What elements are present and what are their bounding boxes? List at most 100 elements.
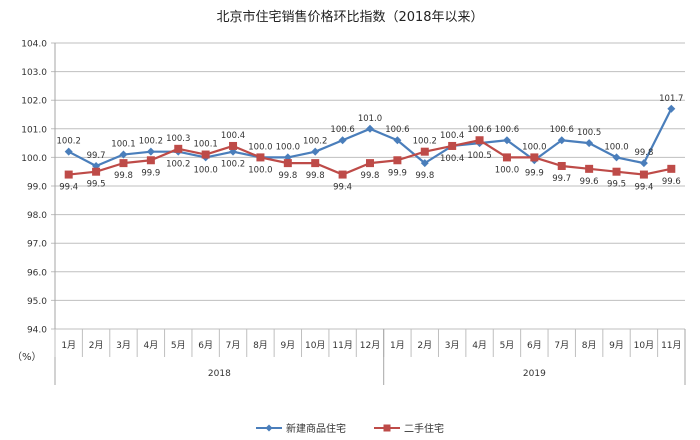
square-marker-icon (393, 156, 402, 165)
legend-item-new-homes: 新建商品住宅 (256, 420, 346, 435)
y-tick-label: 101.0 (21, 125, 47, 135)
diamond-marker-icon (119, 150, 128, 159)
data-label: 99.8 (278, 171, 297, 181)
y-tick-label: 94.0 (27, 326, 47, 336)
data-label: 99.5 (87, 180, 106, 190)
x-tick-label: 8月 (582, 340, 597, 351)
diamond-marker-icon (64, 147, 73, 156)
square-marker-icon (475, 136, 484, 145)
data-label: 100.0 (248, 165, 272, 175)
x-tick-label: 7月 (554, 340, 569, 351)
x-tick-label: 5月 (171, 340, 186, 351)
x-tick-label: 7月 (226, 340, 241, 351)
data-label: 99.9 (525, 168, 544, 178)
y-tick-label: 96.0 (27, 268, 47, 278)
square-marker-icon (201, 150, 210, 159)
data-label: 100.0 (522, 142, 546, 152)
x-tick-label: 11月 (661, 340, 681, 351)
diamond-marker-icon (639, 159, 648, 168)
square-marker-icon (420, 147, 429, 156)
data-label: 99.9 (141, 168, 160, 178)
data-label: 99.6 (580, 177, 599, 187)
x-tick-label: 5月 (500, 340, 515, 351)
square-marker-icon (585, 164, 594, 173)
data-label: 100.1 (111, 140, 135, 150)
x-tick-label: 4月 (144, 340, 159, 351)
y-tick-label: 99.0 (27, 183, 47, 193)
legend-label-new-homes: 新建商品住宅 (286, 424, 346, 435)
diamond-marker-icon (585, 139, 594, 148)
x-tick-label: 11月 (332, 340, 352, 351)
data-label: 100.1 (193, 140, 217, 150)
data-label: 100.2 (166, 160, 190, 170)
x-tick-label: 6月 (198, 340, 213, 351)
x-tick-label: 12月 (360, 340, 380, 351)
data-label: 99.7 (552, 174, 571, 184)
data-label: 100.6 (467, 125, 491, 135)
data-label: 100.0 (495, 165, 519, 175)
data-label: 100.6 (495, 125, 519, 135)
data-label: 100.0 (248, 142, 272, 152)
y-tick-label: 100.0 (21, 154, 47, 164)
square-marker-icon (667, 164, 676, 173)
data-label: 100.6 (385, 125, 409, 135)
data-label: 100.2 (139, 137, 163, 147)
legend-item-second-hand: 二手住宅 (374, 420, 444, 435)
diamond-marker-icon (420, 159, 429, 168)
data-label: 100.0 (276, 142, 300, 152)
data-label: 99.5 (607, 180, 626, 190)
diamond-marker-icon (393, 136, 402, 145)
y-axis: 94.0 95.0 96.0 97.0 98.0 99.0 100.0 101.0 102.0 1… (21, 40, 56, 385)
square-marker-icon (639, 170, 648, 179)
x-tick-label: 10月 (305, 340, 325, 351)
y-tick-label: 97.0 (27, 240, 47, 250)
data-label: 100.3 (166, 134, 190, 144)
x-tick-label: 10月 (634, 340, 654, 351)
square-marker-icon (612, 167, 621, 176)
data-label: 100.0 (193, 165, 217, 175)
data-label: 99.8 (306, 171, 325, 181)
x-tick-label: 8月 (253, 340, 268, 351)
diamond-marker-icon (557, 136, 566, 145)
diamond-marker-icon (612, 153, 621, 162)
data-label: 100.0 (604, 142, 628, 152)
data-label: 99.7 (87, 151, 106, 161)
diamond-marker-icon (338, 136, 347, 145)
square-marker-icon (502, 153, 511, 162)
data-label: 99.6 (662, 177, 681, 187)
x-tick-label: 9月 (280, 340, 295, 351)
data-label: 100.6 (550, 125, 574, 135)
data-label: 100.4 (221, 131, 245, 141)
data-label: 99.4 (634, 183, 653, 193)
data-label: 100.2 (57, 137, 81, 147)
y-tick-label: 104.0 (21, 40, 47, 50)
square-marker-icon (338, 170, 347, 179)
x-tick-label: 2月 (417, 340, 432, 351)
diamond-marker-icon (502, 136, 511, 145)
data-label: 100.2 (303, 137, 327, 147)
chart-title: 北京市住宅销售价格环比指数（2018年以来） (216, 10, 484, 25)
x-tick-label: 6月 (527, 340, 542, 351)
y-tick-label: 98.0 (27, 211, 47, 221)
square-marker-icon (256, 153, 265, 162)
data-label: 100.2 (221, 160, 245, 170)
x-axis: 1月 2月 3月 4月 5月 6月 7月 8月 9月 10月 11月 12月 1月 2月 3月 4月 5月 6月 7… (54, 329, 686, 385)
data-label: 99.8 (634, 148, 653, 158)
data-label: 100.6 (330, 125, 354, 135)
y-axis-unit-label: （%） (12, 352, 42, 363)
square-marker-icon (92, 167, 101, 176)
y-tick-label: 95.0 (27, 297, 47, 307)
square-marker-icon (448, 141, 457, 150)
data-label: 99.8 (361, 171, 380, 181)
gridlines (51, 42, 685, 330)
x-tick-label: 1月 (390, 340, 405, 351)
square-marker-icon (229, 141, 238, 150)
diamond-marker-icon (256, 423, 282, 433)
square-marker-icon (174, 144, 183, 153)
diamond-marker-icon (311, 147, 320, 156)
data-label: 101.0 (358, 114, 382, 124)
data-label: 99.8 (415, 171, 434, 181)
group-label: 2018 (208, 369, 231, 379)
